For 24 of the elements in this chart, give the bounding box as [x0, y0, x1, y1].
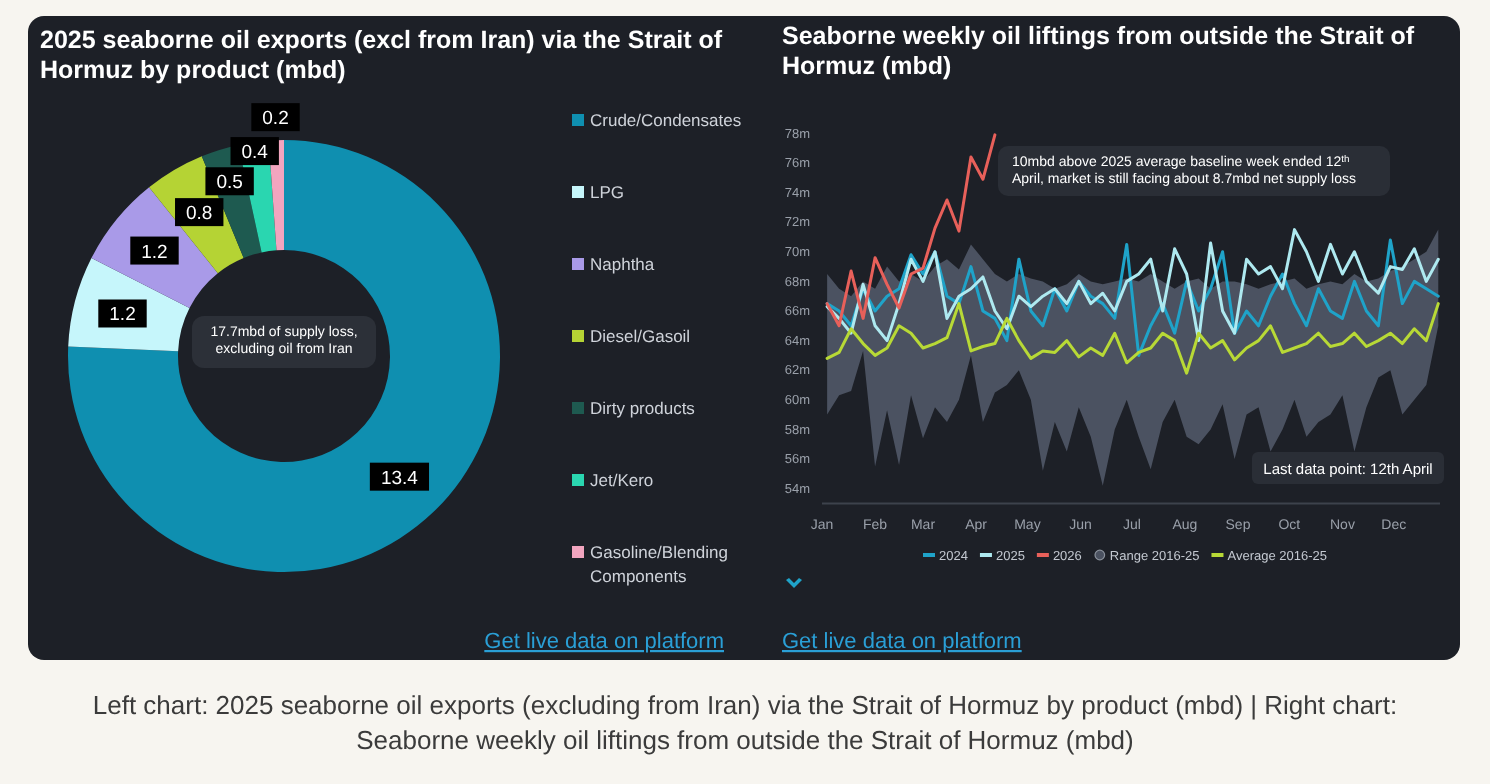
text: Get live data on platform	[782, 630, 1022, 654]
text: Left chart: 2025 seaborne oil exports (excluding from Iran) via the Strait of Hormuz by product (mbd) | Right chart: Seaborne weekly oil liftings from outside the Strait of Hormuz (mbd)	[92, 690, 1398, 756]
legend-label: Naphtha	[590, 254, 655, 274]
legend-label: Crude/Condensates	[590, 110, 742, 130]
line-series	[825, 228, 1440, 343]
data-label: 1.2	[141, 241, 168, 264]
chart-title: Seaborne weekly oil liftings from outside the Strait of Hormuz (mbd)	[782, 22, 1416, 80]
legend-label: Dirty products	[590, 398, 695, 418]
chart-title: 2025 seaborne oil exports (excl from Iran) via the Strait of Hormuz by product (mbd)	[40, 26, 724, 84]
data-label: 1.2	[109, 304, 136, 327]
data-label: 13.4	[380, 467, 418, 490]
line-series	[825, 238, 1440, 357]
legend-label: LPG	[590, 182, 625, 202]
line-series	[825, 302, 1440, 375]
data-label: 0.2	[262, 108, 289, 131]
data-label: 0.8	[186, 203, 213, 226]
line-series	[825, 133, 997, 328]
donut-slice	[68, 140, 500, 572]
legend-label: Gasoline/Blending Components	[590, 542, 729, 586]
legend-label: Diesel/Gasoil	[590, 326, 691, 346]
data-label: 0.5	[216, 172, 243, 195]
text: Get live data on platform	[484, 630, 724, 654]
data-label: 0.4	[241, 142, 268, 165]
legend-label: Jet/Kero	[590, 470, 654, 490]
